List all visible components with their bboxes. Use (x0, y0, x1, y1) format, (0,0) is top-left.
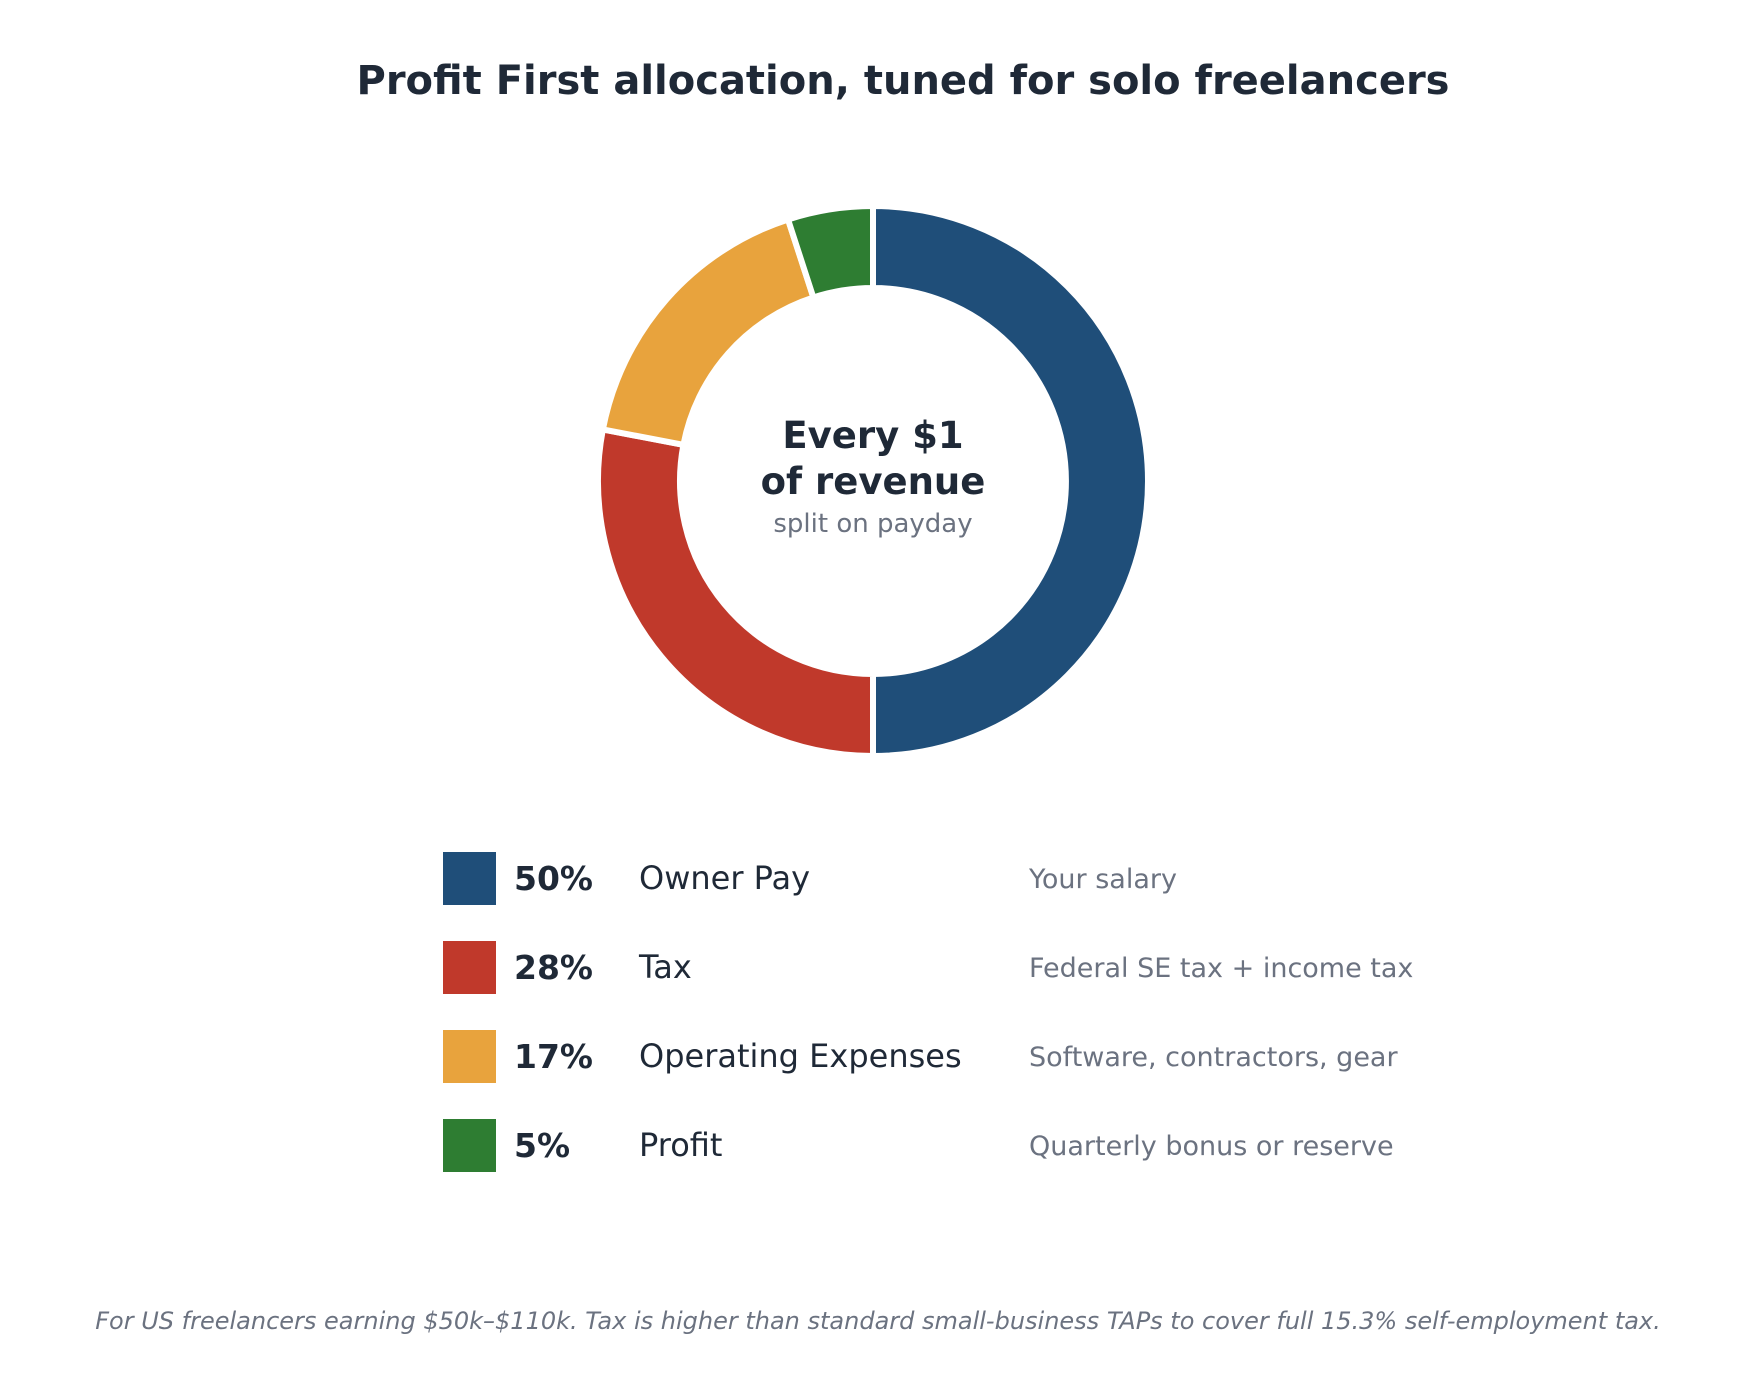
center-label-sub: split on payday (773, 509, 972, 539)
legend: 50% Owner Pay Your salary 28% Tax Federal SE … (443, 852, 1413, 1172)
legend-label: Operating Expenses (639, 1037, 962, 1075)
legend-description: Software, contractors, gear (1029, 1042, 1398, 1073)
donut-slice-profit (784, 202, 876, 302)
legend-swatch (443, 1119, 496, 1172)
legend-description: Federal SE tax + income tax (1029, 953, 1413, 984)
legend-percent: 28% (514, 948, 593, 987)
legend-row-owner-pay: 50% Owner Pay Your salary (443, 852, 1177, 905)
chart-title: Profit First allocation, tuned for solo … (357, 58, 1450, 104)
legend-swatch (443, 941, 496, 994)
legend-swatch (443, 852, 496, 905)
legend-row-operating-expenses: 17% Operating Expenses Software, contracto… (443, 1030, 1398, 1083)
legend-percent: 17% (514, 1037, 593, 1076)
footnote: For US freelancers earning $50k–$110k. T… (95, 1307, 1661, 1335)
legend-description: Quarterly bonus or reserve (1029, 1131, 1394, 1162)
legend-percent: 5% (514, 1126, 570, 1165)
legend-label: Owner Pay (639, 859, 810, 897)
donut-slice-owner-pay (870, 202, 1151, 760)
legend-description: Your salary (1028, 864, 1177, 895)
legend-percent: 50% (514, 859, 593, 898)
center-label-line2: of revenue (761, 460, 986, 503)
legend-label: Tax (638, 948, 692, 986)
donut-slice-operating-expenses (599, 215, 818, 449)
donut-slice-tax (595, 425, 876, 760)
legend-row-tax: 28% Tax Federal SE tax + income tax (443, 941, 1413, 994)
donut-chart (595, 202, 1151, 760)
legend-row-profit: 5% Profit Quarterly bonus or reserve (443, 1119, 1394, 1172)
legend-swatch (443, 1030, 496, 1083)
legend-label: Profit (639, 1126, 722, 1164)
center-label-line1: Every $1 (782, 414, 963, 457)
